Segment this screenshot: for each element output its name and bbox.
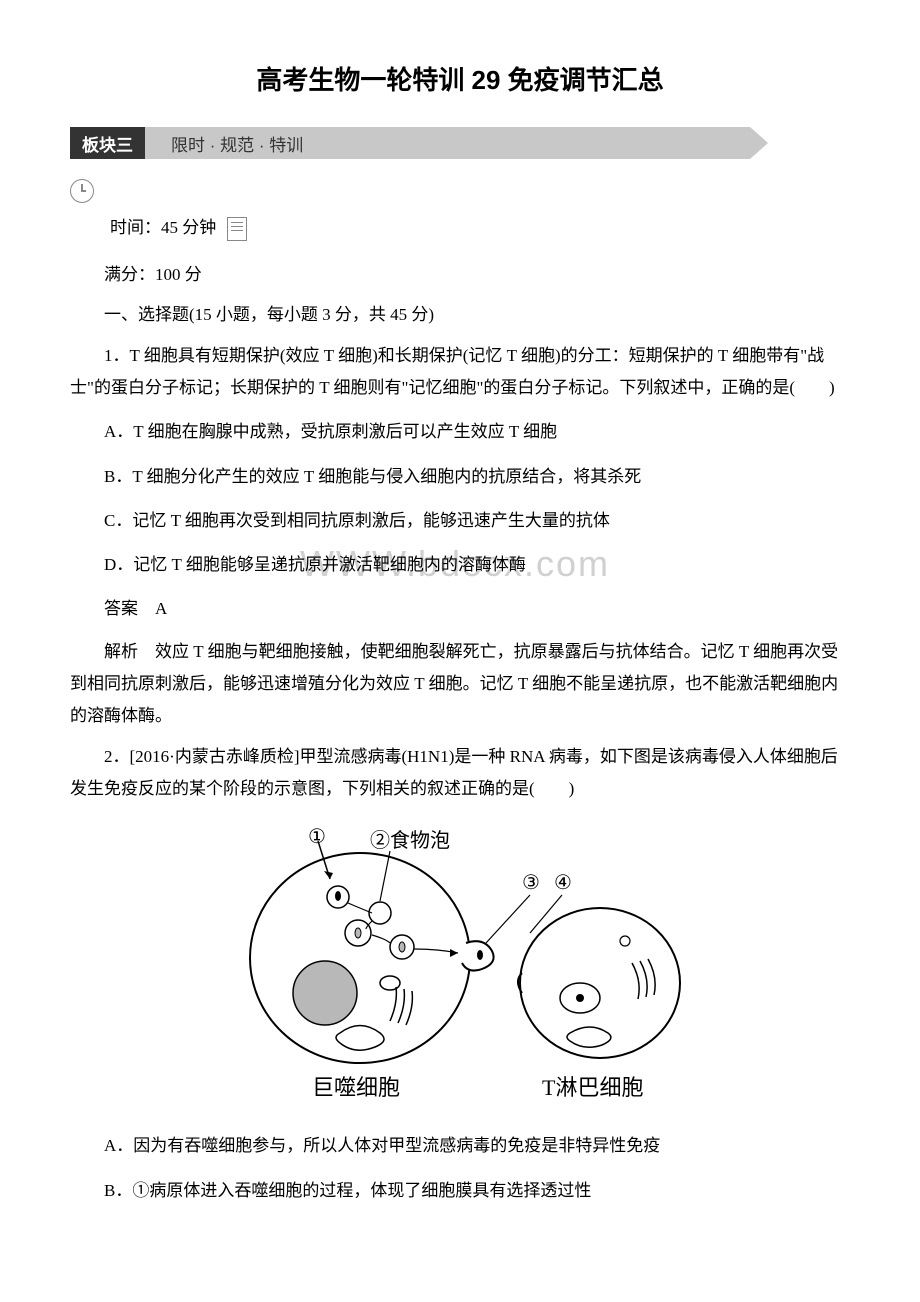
pointer-3 bbox=[486, 895, 530, 943]
caption-left: 巨噬细胞 bbox=[312, 1075, 400, 1100]
q2-stem: 2．[2016·内蒙古赤峰质检]甲型流感病毒(H1N1)是一种 RNA 病毒，如… bbox=[70, 741, 850, 806]
section-heading: 一、选择题(15 小题，每小题 3 分，共 45 分) bbox=[70, 299, 850, 331]
label-4: ④ bbox=[554, 872, 572, 894]
caption-right: T淋巴细胞 bbox=[542, 1075, 643, 1100]
label-2: ②食物泡 bbox=[370, 829, 450, 852]
banner-light: 限时 · 规范 · 特训 bbox=[145, 127, 750, 159]
q1-option-b: B．T 细胞分化产生的效应 T 细胞能与侵入细胞内的抗原结合，将其杀死 bbox=[70, 461, 850, 493]
tcell-er bbox=[567, 1027, 611, 1047]
presented-antigen bbox=[477, 950, 483, 960]
q1-answer: 答案 A bbox=[70, 593, 850, 625]
flow-arrow-a bbox=[348, 903, 372, 913]
diagram: ① ②食物泡 ③ ④ 巨噬细胞 T淋巴细胞 bbox=[70, 823, 850, 1108]
arrowhead-1 bbox=[324, 871, 333, 879]
pathogen-1 bbox=[335, 891, 341, 901]
pathogen-3 bbox=[355, 928, 361, 938]
clock-icon-row bbox=[70, 179, 850, 203]
score-line: 满分：100 分 bbox=[70, 259, 850, 291]
flow-arrow-c bbox=[372, 935, 390, 943]
section-banner: 板块三 限时 · 规范 · 特训 bbox=[70, 127, 750, 159]
macrophage-er bbox=[336, 1026, 384, 1051]
macrophage-nucleus bbox=[293, 961, 357, 1025]
label-3: ③ bbox=[522, 872, 540, 894]
time-text: 时间：45 分钟 bbox=[110, 218, 216, 237]
clock-icon bbox=[70, 179, 94, 203]
tcell-nucleolus bbox=[576, 994, 584, 1002]
banner-dark: 板块三 bbox=[70, 127, 145, 159]
flow-arrow-b bbox=[366, 921, 372, 929]
q1-explain: 解析 效应 T 细胞与靶细胞接触，使靶细胞裂解死亡，抗原暴露后与抗体结合。记忆 … bbox=[70, 636, 850, 733]
flow-arrowhead-d bbox=[450, 949, 458, 957]
tcell-golgi bbox=[632, 959, 655, 999]
q1-option-c: C．记忆 T 细胞再次受到相同抗原刺激后，能够迅速产生大量的抗体 bbox=[70, 505, 850, 537]
q1-stem: 1．T 细胞具有短期保护(效应 T 细胞)和长期保护(记忆 T 细胞)的分工：短… bbox=[70, 340, 850, 405]
pathogen-4 bbox=[399, 942, 405, 952]
macrophage-outline bbox=[250, 853, 470, 1063]
q1-option-d: D．记忆 T 细胞能够呈递抗原并激活靶细胞内的溶酶体酶 bbox=[70, 549, 850, 581]
label-1: ① bbox=[308, 826, 326, 848]
q2-option-a: A．因为有吞噬细胞参与，所以人体对甲型流感病毒的免疫是非特异性免疫 bbox=[70, 1130, 850, 1162]
immune-diagram-svg: ① ②食物泡 ③ ④ 巨噬细胞 T淋巴细胞 bbox=[230, 823, 690, 1103]
q2-option-b: B．①病原体进入吞噬细胞的过程，体现了细胞膜具有选择透过性 bbox=[70, 1175, 850, 1207]
lysosome bbox=[380, 976, 400, 990]
tcell-outline bbox=[520, 908, 680, 1058]
pointer-2 bbox=[380, 851, 390, 901]
q1-option-a: A．T 细胞在胸腺中成熟，受抗原刺激后可以产生效应 T 细胞 bbox=[70, 416, 850, 448]
paper-icon bbox=[227, 217, 247, 241]
vacuole-2 bbox=[369, 902, 391, 924]
time-line: 时间：45 分钟 bbox=[70, 213, 850, 241]
tcell-vesicle bbox=[620, 936, 630, 946]
page-title: 高考生物一轮特训 29 免疫调节汇总 bbox=[70, 60, 850, 97]
macrophage-golgi bbox=[390, 987, 412, 1025]
